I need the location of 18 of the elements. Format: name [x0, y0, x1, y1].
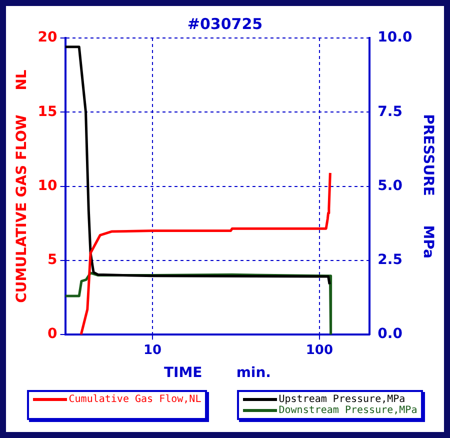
chart-title: #030725	[187, 14, 263, 33]
y-axis-title: CUMULATIVE GAS FLOW NL	[14, 70, 30, 303]
y2-axis-title: PRESSURE MPa	[420, 114, 436, 258]
y-tick-label: 0	[48, 326, 58, 342]
y2-tick-label: 10.0	[378, 30, 412, 46]
x-tick-label: 100	[306, 342, 333, 358]
legend-label: Downstream Pressure,MPa	[278, 405, 418, 416]
legend-label: Cumulative Gas Flow,NL	[68, 394, 202, 405]
y-tick-label: 20	[38, 30, 58, 46]
y2-tick-label: 7.5	[378, 104, 402, 120]
y2-tick-label: 0.0	[378, 326, 403, 342]
x-axis-title: TIME min.	[164, 365, 271, 382]
y2-tick-label: 2.5	[378, 252, 402, 268]
y2-tick-label: 5.0	[378, 178, 403, 194]
legend-label: Upstream Pressure,MPa	[278, 394, 406, 405]
y-tick-label: 5	[48, 252, 58, 268]
y-tick-label: 10	[38, 178, 58, 194]
y-tick-label: 15	[38, 104, 58, 120]
